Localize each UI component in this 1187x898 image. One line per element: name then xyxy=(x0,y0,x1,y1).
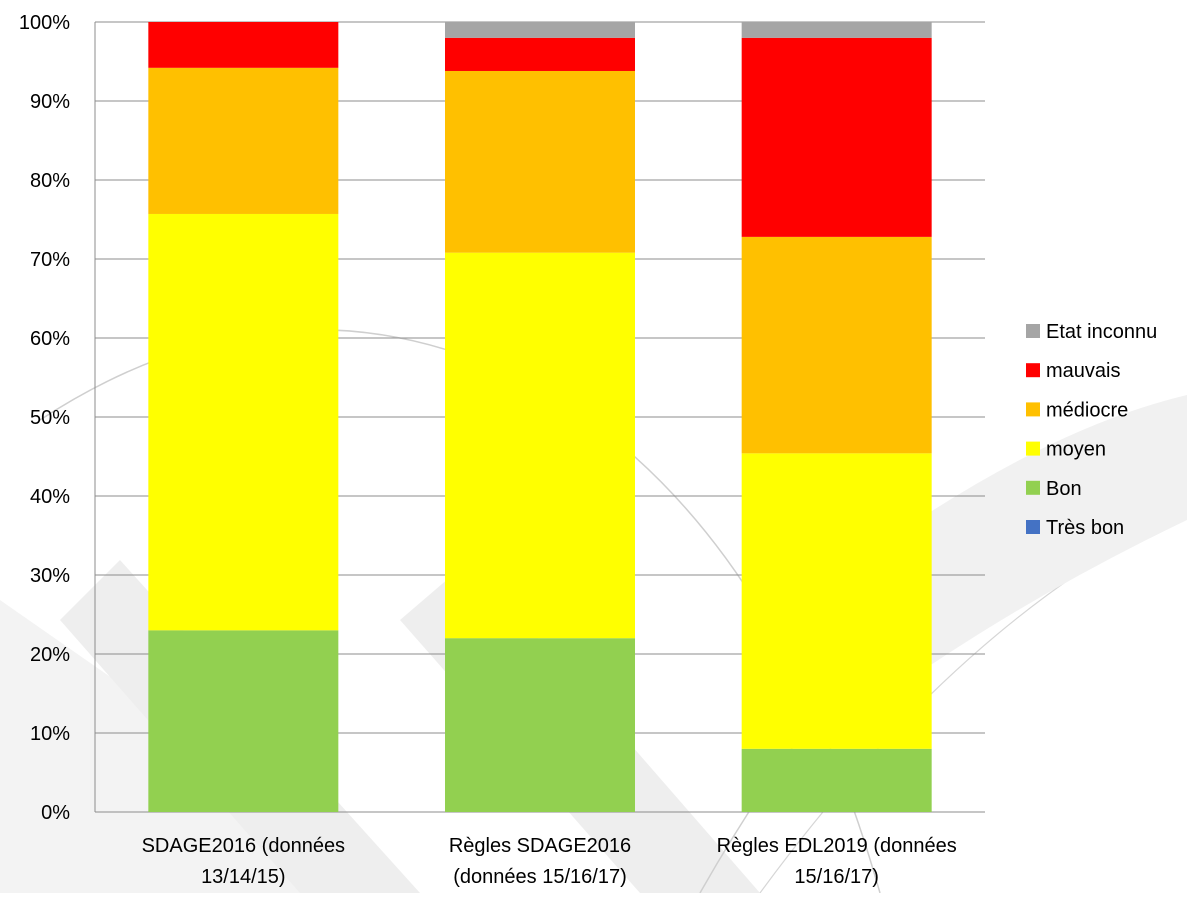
bar-segment xyxy=(148,67,339,214)
bar-segment xyxy=(741,22,932,38)
legend-swatch xyxy=(1026,480,1040,495)
bar-segment xyxy=(741,748,932,812)
y-tick-label: 20% xyxy=(30,644,70,666)
x-category-label: 13/14/15) xyxy=(201,866,286,888)
legend-label: Etat inconnu xyxy=(1046,321,1157,343)
legend-label: mauvais xyxy=(1046,360,1120,382)
legend-swatch xyxy=(1026,520,1040,534)
bar-segment xyxy=(445,37,635,71)
y-tick-label: 70% xyxy=(30,249,70,271)
legend-swatch xyxy=(1026,363,1040,378)
y-tick-label: 80% xyxy=(30,170,70,192)
y-tick-label: 30% xyxy=(30,565,70,587)
y-tick-label: 60% xyxy=(30,328,70,350)
y-tick-label: 50% xyxy=(30,407,70,429)
x-category-label: (données 15/16/17) xyxy=(453,866,626,888)
bar-segment xyxy=(445,70,635,253)
legend-label: médiocre xyxy=(1046,399,1128,421)
bars xyxy=(148,22,932,812)
bar-segment xyxy=(741,236,932,454)
bar-segment xyxy=(148,22,339,68)
y-tick-label: 90% xyxy=(30,91,70,113)
bar-segment xyxy=(445,252,635,639)
bar-segment xyxy=(445,22,635,38)
legend-label: moyen xyxy=(1046,439,1106,461)
legend-swatch xyxy=(1026,324,1040,338)
legend-label: Très bon xyxy=(1046,517,1124,539)
bar-segment xyxy=(148,630,339,812)
x-category-label: Règles SDAGE2016 xyxy=(449,835,631,857)
y-tick-label: 40% xyxy=(30,486,70,508)
x-category-label: 15/16/17) xyxy=(794,866,879,888)
x-category-label: SDAGE2016 (données xyxy=(142,835,345,857)
legend: Etat inconnu mauvais médiocre moyen Bon Très … xyxy=(1026,321,1157,539)
x-category-label: Règles EDL2019 (données xyxy=(717,835,957,857)
y-tick-label: 100% xyxy=(19,12,70,34)
y-tick-label: 10% xyxy=(30,723,70,745)
legend-swatch xyxy=(1026,402,1040,417)
bar-segment xyxy=(148,213,339,631)
bar-segment xyxy=(741,453,932,749)
bar-segment xyxy=(741,37,932,237)
legend-label: Bon xyxy=(1046,478,1082,500)
bar-segment xyxy=(445,638,635,812)
watermark-shape xyxy=(860,395,1187,700)
legend-swatch xyxy=(1026,441,1040,456)
y-tick-label: 0% xyxy=(41,802,70,824)
axes: 0% 10% 20% 30% 40% 50% 60% 70% 80% 90% 100% SDAGE20… xyxy=(19,12,957,888)
